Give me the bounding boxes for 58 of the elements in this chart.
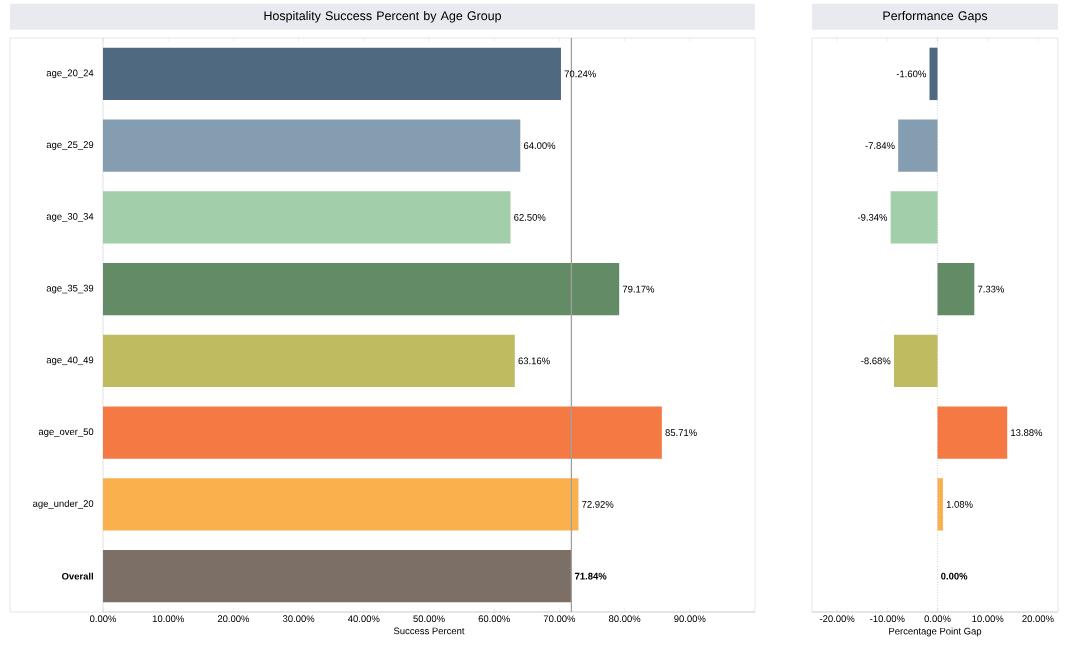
chart-title: Performance Gaps (883, 11, 988, 23)
y-tick-label: age_25_29 (46, 141, 94, 150)
bar (103, 549, 572, 603)
x-tick-label: 10.00% (972, 615, 1004, 623)
x-tick-label: 0.00% (924, 615, 951, 623)
data-label: 1.08% (946, 501, 973, 508)
bar (937, 262, 975, 316)
chart-title: Hospitality Success Percent by Age Group (264, 11, 502, 23)
bar (898, 119, 938, 172)
data-label: -7.84% (865, 142, 895, 149)
x-tick-label: 80.00% (608, 615, 641, 623)
bar (929, 47, 938, 101)
y-tick-label: age_30_34 (46, 213, 94, 222)
bar (103, 119, 521, 172)
data-label: 7.33% (977, 285, 1005, 293)
x-tick-label: 20.00% (1022, 615, 1054, 623)
bar (890, 191, 938, 244)
data-label: 63.16% (518, 357, 550, 365)
bar (103, 406, 662, 459)
y-tick-label: age_over_50 (38, 428, 94, 437)
x-tick-label: -10.00% (870, 615, 905, 623)
data-label: -9.34% (857, 214, 888, 221)
x-tick-label: 10.00% (152, 615, 184, 623)
x-tick-label: 60.00% (478, 615, 510, 623)
y-tick-label: age_20_24 (46, 69, 94, 79)
data-label: 72.92% (582, 501, 614, 508)
x-tick-label: 20.00% (217, 615, 250, 623)
bar (937, 478, 943, 531)
bar (103, 262, 620, 316)
bar (103, 47, 561, 101)
x-tick-label: 0.00% (89, 615, 117, 623)
bar (103, 478, 579, 531)
y-tick-label: age_under_20 (33, 499, 94, 509)
x-tick-label: -20.00% (819, 615, 855, 623)
bar (103, 191, 511, 244)
data-label: 62.50% (514, 214, 546, 221)
x-axis-title: Percentage Point Gap (889, 627, 982, 637)
data-label: -8.68% (861, 357, 891, 365)
data-label: 13.88% (1011, 429, 1043, 436)
bar (937, 406, 1008, 459)
bar (893, 334, 938, 388)
x-tick-label: 40.00% (347, 615, 380, 623)
x-tick-label: 90.00% (674, 615, 706, 623)
data-label: 79.17% (622, 285, 655, 293)
y-tick-label: Overall (61, 572, 93, 580)
data-label: 70.24% (564, 70, 596, 78)
data-label: -1.60% (896, 70, 926, 78)
bar (103, 334, 515, 388)
data-label: 71.84% (575, 572, 607, 580)
data-label: 0.00% (941, 572, 968, 580)
x-tick-label: 70.00% (543, 615, 576, 623)
data-label: 85.71% (665, 429, 697, 436)
y-tick-label: age_40_49 (46, 356, 94, 366)
data-label: 64.00% (523, 142, 556, 149)
x-tick-label: 50.00% (413, 615, 445, 623)
x-tick-label: 30.00% (282, 615, 315, 623)
x-axis-title: Success Percent (393, 627, 465, 635)
y-tick-label: age_35_39 (46, 284, 94, 294)
